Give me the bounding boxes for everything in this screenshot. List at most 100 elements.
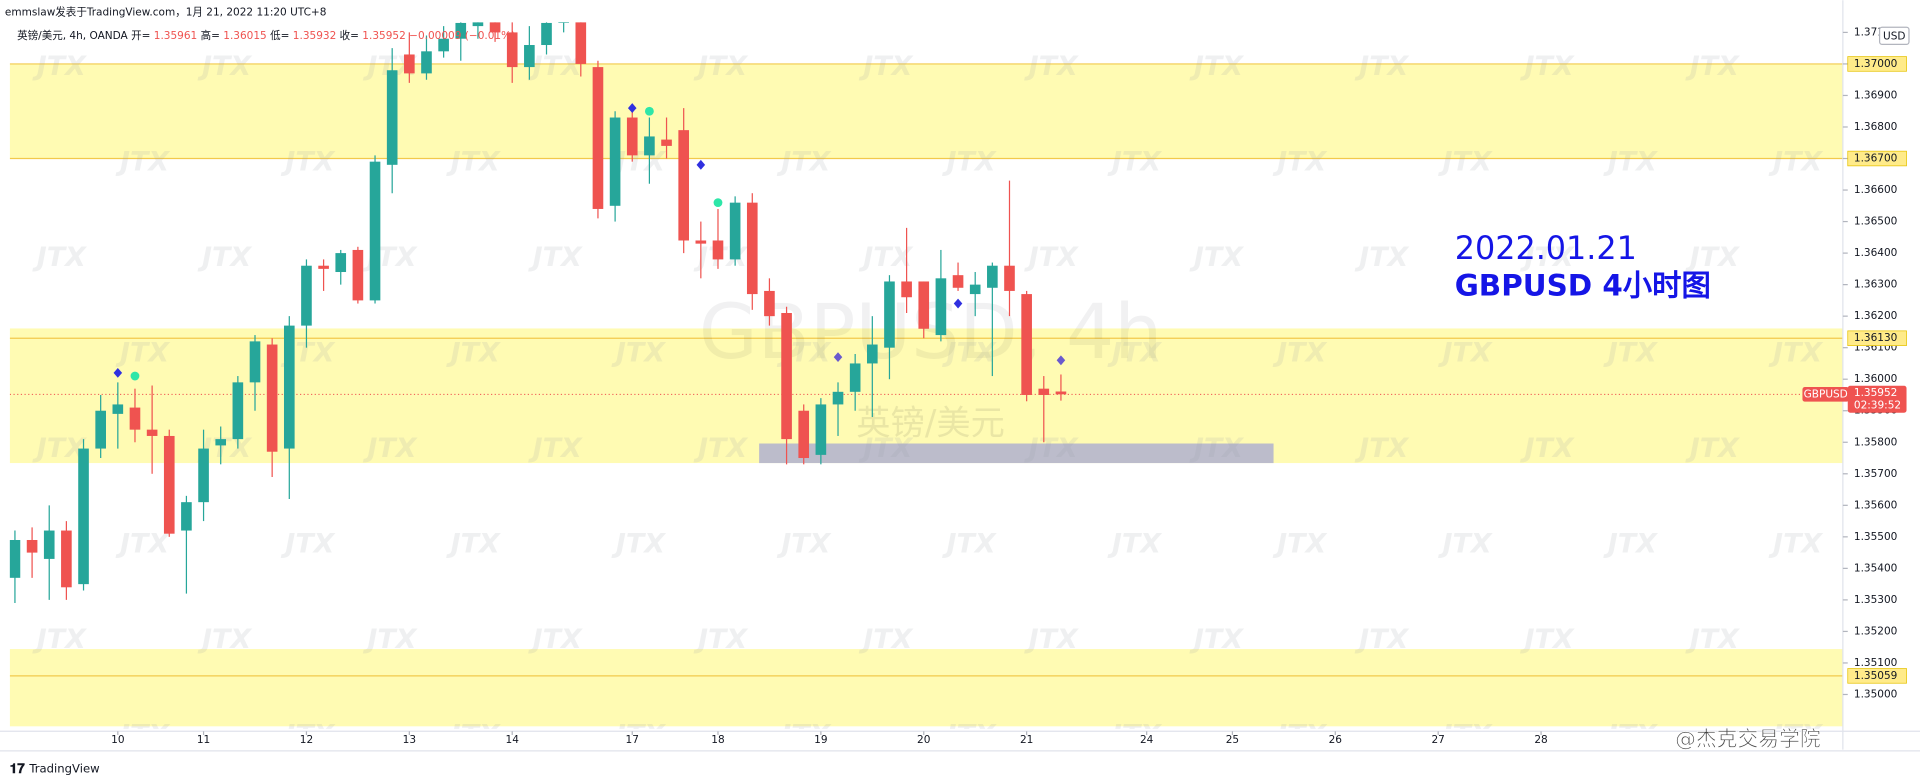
- candle-body: [712, 240, 724, 260]
- brand-watermark: JTX: [197, 624, 252, 655]
- candle-body: [935, 278, 947, 336]
- signal-diamond: [696, 159, 706, 170]
- candle-body: [798, 410, 810, 459]
- brand-watermark: JTX: [446, 720, 501, 751]
- price-label: 1.35952: [1854, 387, 1898, 399]
- brand-watermark: JTX: [1272, 720, 1327, 751]
- candle-body: [952, 275, 964, 288]
- candle-body: [764, 290, 775, 317]
- price-label-box: [1847, 385, 1907, 413]
- x-tick-label: 10: [111, 734, 124, 746]
- candle-body: [198, 448, 209, 503]
- brand-watermark: JTX: [32, 433, 87, 464]
- brand-watermark: JTX: [611, 720, 666, 751]
- brand-watermark: JTX: [1437, 147, 1492, 178]
- brand-watermark: JTX: [1603, 147, 1658, 178]
- y-tick-label: 1.36400: [1854, 247, 1898, 259]
- y-tick-label: 1.35500: [1854, 531, 1898, 543]
- zone: [9, 328, 1843, 464]
- candle-body: [558, 22, 569, 23]
- gray-box: [759, 443, 1274, 464]
- brand-watermark: JTX: [1603, 338, 1658, 369]
- brand-watermark: JTX: [197, 51, 252, 82]
- legend-value: 1.35952: [362, 30, 405, 42]
- brand-watermark: JTX: [1024, 51, 1079, 82]
- level-label-box: [1847, 56, 1907, 72]
- legend-symbol: 英镑/美元, 4h, OANDA: [17, 29, 128, 42]
- candle-body: [746, 202, 758, 295]
- brand-watermark: JTX: [858, 51, 913, 82]
- symbol-label-box: [1802, 386, 1849, 402]
- candle-body: [26, 539, 38, 553]
- y-tick-label: 1.35000: [1854, 688, 1898, 700]
- candle-body: [1055, 391, 1067, 395]
- candle-body: [644, 136, 655, 156]
- x-tick-label: 17: [626, 734, 639, 746]
- candle-body: [43, 530, 55, 559]
- candle-body: [506, 32, 518, 68]
- brand-watermark: JTX: [280, 720, 335, 751]
- brand-watermark: JTX: [32, 242, 87, 273]
- legend-key: 低=: [270, 29, 289, 42]
- candle-body: [369, 161, 381, 301]
- y-tick-label: 1.36000: [1854, 373, 1898, 385]
- candle-body: [489, 22, 501, 33]
- y-tick-label: 1.35300: [1854, 594, 1898, 606]
- candle-body: [1038, 388, 1050, 395]
- candle-body: [626, 117, 638, 156]
- x-tick-label: 24: [1140, 734, 1154, 746]
- candle-body: [832, 391, 844, 405]
- candle-body: [421, 51, 432, 74]
- y-tick-label: 1.36900: [1854, 89, 1898, 101]
- x-tick-label: 14: [506, 734, 520, 746]
- zone: [9, 649, 1843, 727]
- brand-watermark: JTX: [197, 242, 252, 273]
- brand-watermark: JTX: [528, 433, 583, 464]
- brand-watermark: JTX: [115, 720, 170, 751]
- brand-watermark: JTX: [1189, 433, 1244, 464]
- brand-watermark: JTX: [528, 242, 583, 273]
- ohlc-legend: 英镑/美元, 4h, OANDA 开= 1.35961 高= 1.36015 低…: [17, 29, 515, 42]
- y-tick-label: 1.37100: [1854, 26, 1898, 38]
- candle-body: [678, 130, 690, 241]
- brand-watermark: JTX: [32, 51, 87, 82]
- candle-body: [969, 284, 981, 295]
- x-tick-label: 18: [711, 734, 724, 746]
- brand-watermark: JTX: [1024, 624, 1079, 655]
- brand-watermark: JTX: [1189, 624, 1244, 655]
- x-tick-label: 25: [1226, 734, 1239, 746]
- brand-watermark: JTX: [611, 338, 666, 369]
- brand-watermark: JTX: [1519, 433, 1574, 464]
- brand-watermark: JTX: [280, 147, 335, 178]
- signal-diamond: [627, 103, 637, 113]
- candle-body: [781, 312, 792, 440]
- candle-body: [266, 344, 278, 452]
- brand-watermark: JTX: [1685, 624, 1740, 655]
- y-tick-label: 1.35200: [1854, 625, 1898, 637]
- legend-key: 开=: [131, 30, 150, 42]
- candle-body: [386, 70, 398, 165]
- y-tick-label: 1.35800: [1854, 436, 1898, 448]
- brand-watermark: JTX: [693, 624, 748, 655]
- y-tick-label: 1.36200: [1854, 310, 1898, 322]
- axes: 1.35000 1.35100 1.35200 1.35300 1.35400 1.355…: [111, 26, 1907, 746]
- brand-watermark: JTX: [942, 529, 997, 560]
- brand-watermark: JTX: [942, 720, 997, 751]
- candle-body: [404, 54, 415, 74]
- brand-watermark: JTX: [446, 529, 501, 560]
- legend-value: 1.35961: [154, 30, 198, 42]
- brand-watermark: JTX: [1354, 242, 1409, 273]
- signal-diamond: [833, 352, 843, 363]
- brand-watermark: JTX: [1603, 720, 1658, 751]
- brand-watermark: JTX: [115, 147, 170, 178]
- brand-watermark: JTX: [446, 147, 501, 178]
- signal-circle: [713, 198, 723, 208]
- brand-watermark: JTX: [115, 338, 170, 369]
- candle-body: [575, 22, 587, 64]
- brand-watermark: JTX: [1685, 433, 1740, 464]
- brand-watermark: JTX: [1354, 433, 1409, 464]
- plot: [9, 22, 1843, 604]
- brand-watermark: JTX: [858, 624, 913, 655]
- candle-body: [215, 439, 227, 446]
- brand-watermark: JTX: [1107, 720, 1162, 751]
